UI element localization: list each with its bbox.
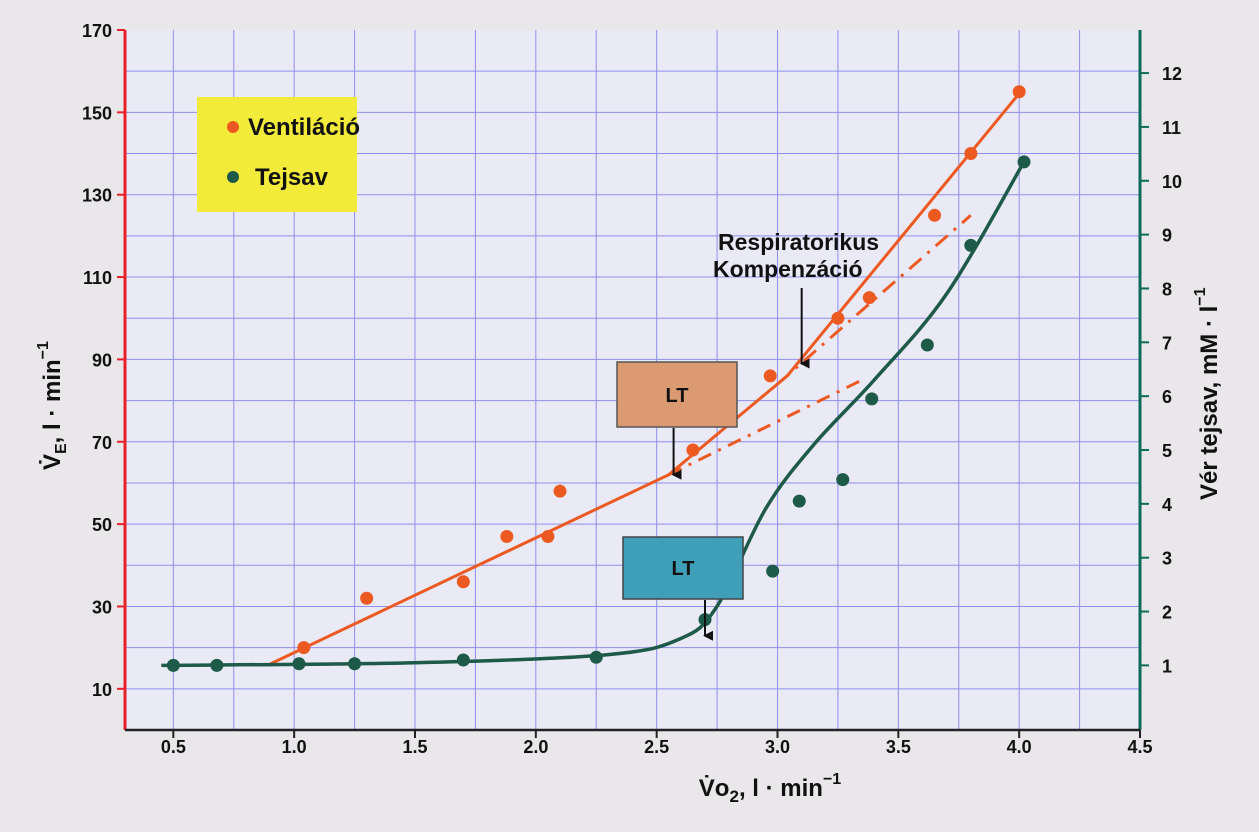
lt-lactate-box — [622, 536, 744, 600]
y-right-axis-title: Vér tejsav, mM · l−1 — [1192, 287, 1223, 500]
axis-titles: V̇o2, l · min−1 V̇E, l · min−1 Vér tejsa… — [35, 287, 1223, 806]
y-right-axis-title-sup: −1 — [1192, 287, 1209, 305]
x-axis-title-rest: , l · min — [739, 775, 823, 802]
x-tick-label: 4.5 — [1127, 737, 1152, 757]
ventilation-extension-dashdot-1 — [668, 378, 863, 477]
lactate-point — [920, 338, 934, 352]
legend-box — [197, 97, 357, 212]
lactate-point — [1017, 155, 1031, 169]
y-left-axis-title-sub: E — [53, 443, 70, 454]
x-tick-label: 2.0 — [523, 737, 548, 757]
lactate-point — [792, 494, 806, 508]
legend-marker-ventilation — [227, 121, 239, 133]
x-tick-label: 4.0 — [1007, 737, 1032, 757]
y-right-tick-label: 9 — [1162, 226, 1172, 246]
x-tick-label: 3.0 — [765, 737, 790, 757]
y-right-tick-label: 8 — [1162, 279, 1172, 299]
y-right-tick-label: 1 — [1162, 656, 1172, 676]
lactate-point — [348, 657, 362, 671]
y-left-tick-label: 10 — [92, 680, 112, 700]
y-right-tick-label: 4 — [1162, 495, 1172, 515]
x-axis-title-sub: 2 — [729, 787, 738, 806]
legend-label-lactate: Tejsav — [255, 164, 329, 191]
ventilation-point — [928, 208, 942, 222]
x-tick-label: 1.0 — [282, 737, 307, 757]
lactate-point — [210, 658, 224, 672]
ventilation-point — [862, 291, 876, 305]
y-left-tick-label: 150 — [82, 103, 112, 123]
annotation-respiratory-line2: Kompenzáció — [713, 256, 863, 282]
ventilation-point — [456, 575, 470, 589]
x-tick-label: 2.5 — [644, 737, 669, 757]
y-left-tick-label: 110 — [83, 268, 112, 288]
ventilation-point — [553, 484, 567, 498]
ventilation-point — [831, 311, 845, 325]
y-left-tick-label: 70 — [92, 433, 112, 453]
lactate-point — [589, 650, 603, 664]
y-right-tick-label: 2 — [1162, 603, 1172, 623]
y-left-axis-title-rest: , l · min — [39, 359, 66, 443]
annotation-respiratory-line1: Respiratorikus — [718, 229, 879, 255]
lt-lactate-label: LT — [672, 558, 695, 580]
lactate-point — [456, 653, 470, 667]
lt-ventilation-box — [616, 361, 738, 428]
y-left-tick-label: 50 — [92, 515, 112, 535]
ventilation-point — [541, 529, 555, 543]
x-tick-label: 1.5 — [402, 737, 427, 757]
y-left-axis-title-main: V̇ — [39, 454, 66, 470]
ventilation-point — [1012, 85, 1026, 99]
ventilation-point — [500, 529, 514, 543]
lactate-point — [166, 658, 180, 672]
axes: 0.5 1.0 1.5 2.0 2.5 3.0 3.5 4.0 4.51030507090110… — [82, 21, 1182, 757]
x-axis-title-main: V̇o — [699, 775, 730, 802]
x-tick-label: 3.5 — [886, 737, 911, 757]
legend-marker-lactate — [227, 171, 239, 183]
y-left-tick-label: 170 — [82, 21, 112, 41]
y-right-tick-label: 3 — [1162, 549, 1172, 569]
ventilation-point — [763, 369, 777, 383]
legend: Ventiláció Tejsav — [197, 97, 360, 212]
lactate-point — [836, 473, 850, 487]
y-right-tick-label: 5 — [1162, 441, 1172, 461]
y-right-tick-label: 6 — [1162, 387, 1172, 407]
lactate-point — [865, 392, 879, 406]
x-tick-label: 0.5 — [161, 737, 186, 757]
y-right-tick-label: 10 — [1162, 172, 1182, 192]
annotations: Respiratorikus Kompenzáció LT LT — [616, 229, 879, 641]
ventilation-point — [360, 591, 374, 605]
ventilation-extension-dashdot-2 — [776, 214, 972, 386]
y-right-axis-title-main: Vér tejsav, mM · l — [1196, 306, 1223, 500]
lactate-point — [964, 238, 978, 252]
y-left-axis-title: V̇E, l · min−1 — [35, 341, 70, 470]
y-right-tick-label: 12 — [1162, 64, 1182, 84]
x-axis-title-sup: −1 — [823, 771, 841, 788]
ventilation-point — [686, 443, 700, 457]
y-left-tick-label: 90 — [92, 350, 112, 370]
y-left-tick-label: 30 — [92, 597, 112, 617]
x-axis-title: V̇o2, l · min−1 — [699, 771, 841, 806]
ventilation-point — [297, 641, 311, 655]
y-left-axis-title-sup: −1 — [35, 341, 52, 359]
lt-ventilation-label: LT — [666, 385, 689, 407]
y-right-tick-label: 7 — [1162, 333, 1172, 353]
lactate-point — [292, 657, 306, 671]
y-right-tick-label: 11 — [1162, 118, 1181, 138]
legend-label-ventilation: Ventiláció — [248, 114, 360, 141]
lactate-point — [766, 564, 780, 578]
y-left-tick-label: 130 — [82, 186, 112, 206]
ventilation-point — [964, 147, 978, 161]
